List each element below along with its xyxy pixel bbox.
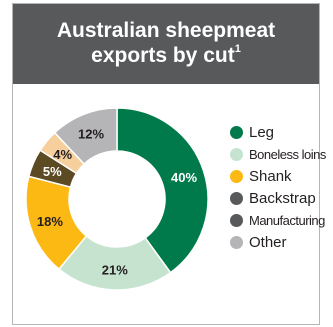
slice-label-shank: 18% [37, 214, 63, 229]
slice-label-manufacturing: 4% [53, 147, 72, 162]
legend-swatch [230, 125, 243, 139]
slice-label-leg: 40% [171, 170, 197, 185]
slice-boneless-loins [57, 234, 172, 291]
legend-label: Shank [249, 167, 292, 185]
chart-legend: Leg Boneless loins Shank Backstrap Manuf… [230, 121, 326, 253]
footnote-mark: 1 [234, 43, 241, 55]
legend-item-backstrap: Backstrap [230, 187, 326, 209]
legend-item-manufacturing: Manufacturing [230, 209, 326, 231]
slice-leg [116, 107, 209, 274]
legend-item-other: Other [230, 231, 326, 253]
legend-item-boneless-loins: Boneless loins [230, 143, 326, 165]
legend-swatch [230, 235, 243, 249]
legend-item-shank: Shank [230, 165, 326, 187]
legend-label: Leg [249, 123, 275, 141]
chart-title-text: exports by cut [91, 44, 235, 67]
slice-label-other: 12% [78, 126, 104, 141]
legend-item-leg: Leg [230, 121, 326, 143]
legend-swatch [230, 191, 243, 205]
chart-card: Australian sheepmeat exports by cut1 40%… [12, 3, 326, 325]
legend-label: Other [249, 233, 287, 251]
legend-label: Boneless loins [249, 146, 326, 162]
legend-label: Backstrap [249, 189, 316, 207]
slice-label-boneless-loins: 21% [102, 262, 128, 277]
slice-label-backstrap: 5% [43, 164, 62, 179]
donut-chart: 40% 21% 18% 5% 4% 12% [25, 107, 209, 291]
chart-header: Australian sheepmeat exports by cut1 [13, 4, 319, 84]
legend-swatch [230, 169, 243, 183]
chart-title-line-2: exports by cut1 [13, 43, 319, 68]
chart-title-line-1: Australian sheepmeat [56, 19, 276, 42]
slice-other [53, 107, 118, 166]
legend-label: Manufacturing [249, 212, 325, 228]
legend-swatch [230, 147, 243, 161]
legend-swatch [230, 213, 243, 227]
